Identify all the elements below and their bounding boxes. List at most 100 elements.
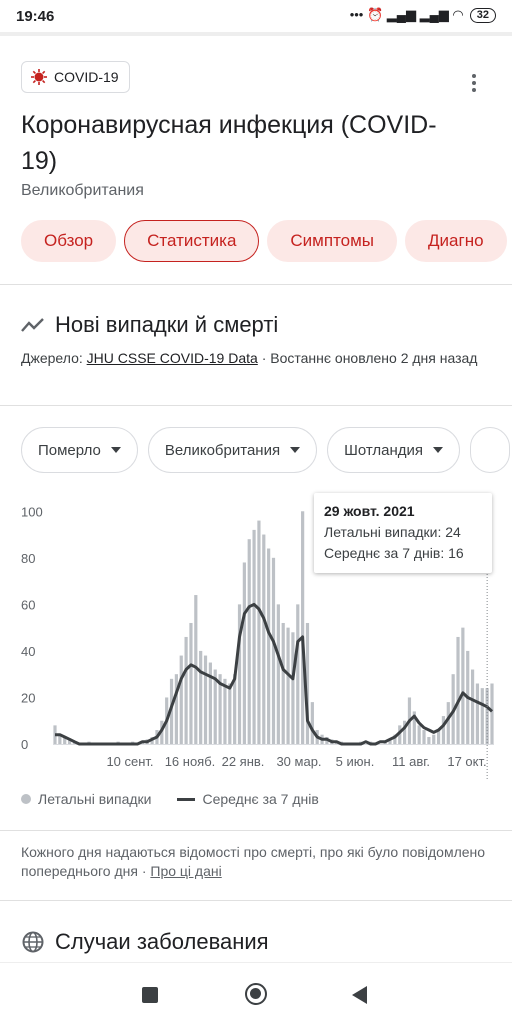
status-bar: 19:46 ••• ⏰ ▂▄▆ ▂▄▆ ◠ 32 — [0, 0, 512, 32]
x-tick-label: 5 июн. — [336, 754, 375, 769]
legend-line-swatch — [177, 797, 196, 801]
deaths-bar — [233, 674, 237, 744]
x-tick-label: 10 сент. — [106, 754, 153, 769]
virus-icon — [31, 69, 47, 85]
x-tick-label: 17 окт. — [447, 754, 486, 769]
deaths-bar — [223, 678, 227, 744]
region-dropdown-label: Шотландия — [344, 441, 424, 459]
caret-down-icon — [290, 447, 301, 453]
deaths-bar — [208, 662, 212, 744]
deaths-bar — [252, 529, 256, 744]
deaths-bar — [63, 737, 67, 744]
tooltip-deaths: Летальні випадки: 24 — [324, 524, 461, 540]
tab-overview[interactable]: Обзор — [21, 220, 117, 262]
deaths-chart[interactable]: 0 20 40 60 80 100 10 сент. 16 нояб. 22 янв. 30 ма… — [0, 488, 512, 788]
deaths-bar — [427, 737, 431, 744]
deaths-bar — [194, 595, 198, 744]
deaths-bar — [422, 730, 426, 744]
metric-dropdown-label: Померло — [38, 441, 101, 459]
filters-divider — [0, 405, 512, 406]
y-tick-label: 40 — [21, 644, 35, 659]
x-tick-label: 30 мар. — [276, 754, 321, 769]
legend-divider — [0, 830, 512, 831]
topic-chip-label: COVID-19 — [54, 69, 119, 85]
page-title: Коронавирусная инфекция (COVID-19) — [21, 111, 437, 175]
deaths-bar — [237, 604, 242, 744]
trending-icon — [21, 318, 44, 332]
data-note: Кожного дня надаються відомості про смер… — [21, 843, 491, 881]
data-source: Джерело: JHU CSSE COVID-19 Data · Востан… — [21, 347, 491, 369]
legend-bars-label: Летальні випадки — [38, 791, 152, 807]
tooltip-average: Середнє за 7 днів: 16 — [324, 545, 464, 561]
about-data-link[interactable]: Про ці дані — [150, 863, 222, 879]
note-text: Кожного дня надаються відомості про смер… — [21, 844, 486, 879]
cases-heading[interactable]: Случаи заболевания — [21, 929, 269, 955]
next-filter-chip[interactable] — [470, 427, 511, 473]
chart-tooltip: 29 жовт. 2021 Летальні випадки: 24 Серед… — [314, 493, 492, 573]
deaths-bar — [271, 557, 276, 744]
deaths-bar — [393, 734, 397, 744]
source-prefix: Джерело: — [21, 350, 87, 366]
deaths-bar — [213, 669, 217, 744]
y-tick-label: 60 — [21, 597, 35, 612]
x-tick-label: 16 нояб. — [165, 754, 216, 769]
metric-dropdown[interactable]: Померло — [21, 427, 138, 473]
deaths-bar — [456, 636, 460, 744]
deaths-bar — [301, 511, 305, 744]
recent-apps-icon[interactable] — [142, 987, 158, 1003]
deaths-bar — [296, 604, 300, 744]
country-dropdown[interactable]: Великобритания — [147, 427, 318, 473]
deaths-bar — [441, 716, 446, 744]
y-tick-label: 0 — [21, 737, 28, 752]
tab-symptoms[interactable]: Симптомы — [267, 220, 398, 262]
source-link[interactable]: JHU CSSE COVID-19 Data — [86, 350, 258, 366]
deaths-bar — [475, 683, 480, 744]
average-line — [55, 602, 494, 746]
back-icon[interactable] — [352, 986, 367, 1004]
deaths-bar — [461, 627, 465, 744]
deaths-bar — [417, 725, 421, 744]
legend-bar-swatch — [21, 794, 31, 804]
deaths-bar — [485, 688, 489, 744]
tab-statistics[interactable]: Статистика — [124, 220, 260, 262]
deaths-bar — [286, 627, 290, 744]
topic-tabs: Обзор Статистика Симптомы Диагно — [21, 220, 507, 262]
deaths-bar — [490, 683, 494, 744]
tooltip-date: 29 жовт. 2021 — [324, 503, 415, 519]
more-options-icon[interactable] — [466, 74, 482, 98]
deaths-bar — [432, 734, 436, 744]
legend-line-label: Середнє за 7 днів — [202, 791, 319, 807]
deaths-bar — [169, 678, 174, 744]
deaths-bar — [436, 730, 441, 744]
chart-legend: Летальні випадки Середнє за 7 днів — [21, 791, 319, 807]
deaths-bar — [470, 669, 475, 744]
filter-bar: Померло Великобритания Шотландия — [21, 427, 511, 473]
deaths-bar — [199, 650, 203, 744]
y-tick-label: 80 — [21, 551, 35, 566]
deaths-bar — [291, 632, 295, 744]
deaths-bar — [174, 674, 178, 744]
deaths-bar — [242, 562, 246, 744]
deaths-bar — [262, 534, 266, 744]
region-dropdown[interactable]: Шотландия — [327, 427, 461, 473]
caret-down-icon — [110, 447, 121, 453]
y-tick-label: 20 — [21, 690, 35, 705]
section-divider — [0, 284, 512, 285]
cases-title: Случаи заболевания — [55, 929, 269, 954]
status-icons: ••• ⏰ ▂▄▆ ▂▄▆ ◠ 32 — [350, 7, 496, 23]
region-label: Великобритания — [21, 182, 144, 199]
deaths-bar — [179, 655, 183, 744]
topic-chip[interactable]: COVID-19 — [21, 61, 130, 93]
deaths-bar — [310, 702, 314, 744]
top-divider — [0, 32, 512, 36]
home-icon[interactable] — [245, 983, 267, 1005]
tab-diagnosis[interactable]: Диагно — [405, 220, 507, 262]
deaths-bar — [480, 688, 484, 744]
note-sep: · — [137, 863, 151, 879]
globe-icon — [22, 931, 44, 953]
deaths-bar — [412, 711, 416, 744]
section-heading: Нові випадки й смерті — [21, 312, 278, 338]
deaths-bar — [257, 520, 261, 744]
deaths-bar — [388, 739, 392, 744]
deaths-bar — [58, 734, 62, 744]
